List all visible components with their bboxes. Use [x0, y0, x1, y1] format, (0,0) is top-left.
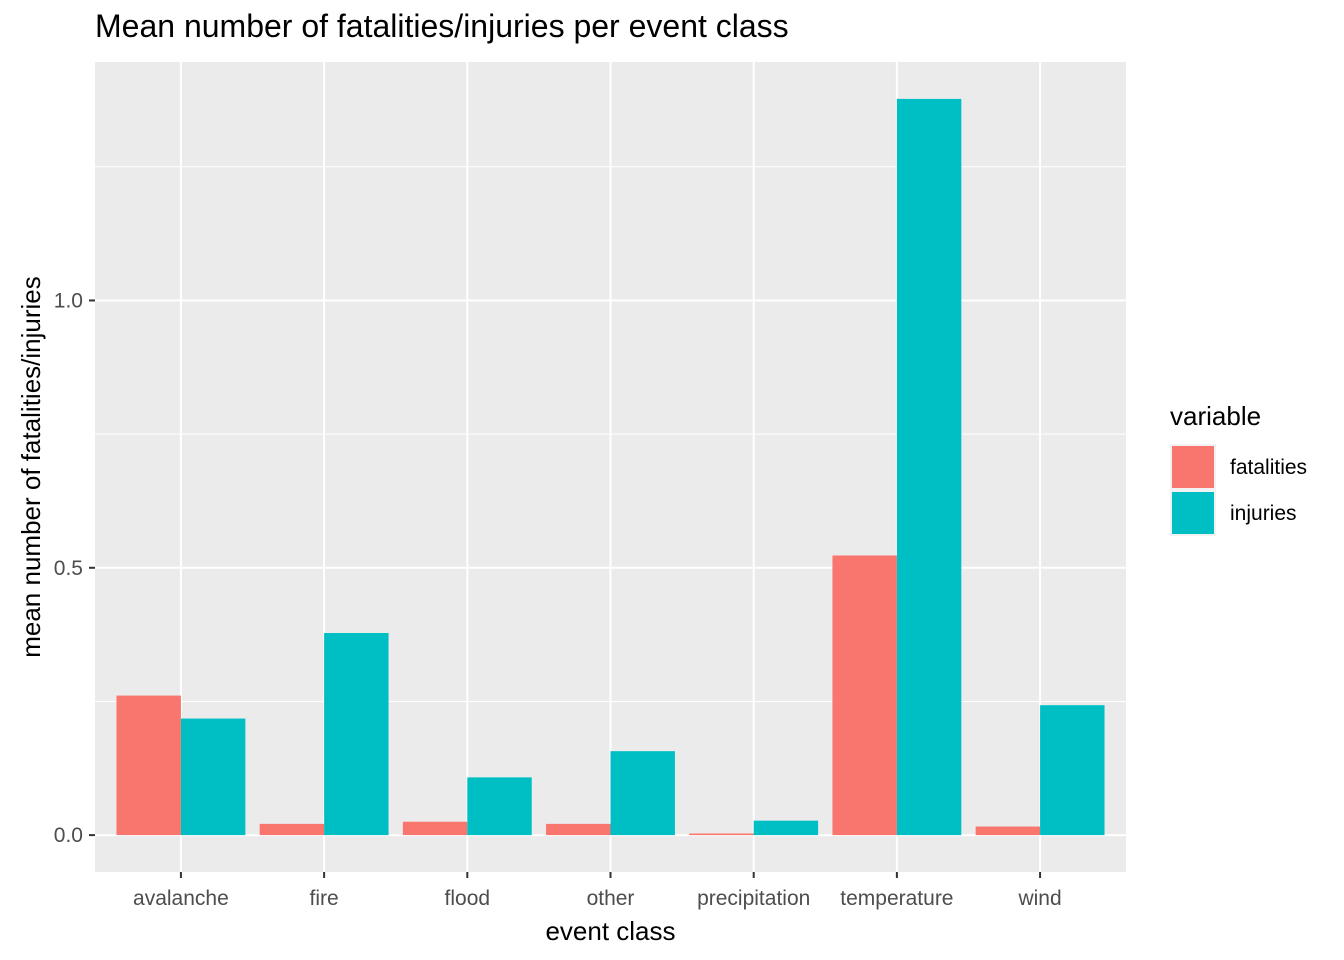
- x-tick-label: avalanche: [133, 887, 229, 910]
- legend-label-fatalities: fatalities: [1230, 456, 1307, 479]
- y-tick-label: 0.0: [54, 824, 83, 847]
- bar-injuries-fire: [324, 633, 389, 836]
- bar-injuries-temperature: [896, 98, 962, 836]
- x-tick-label: flood: [445, 887, 491, 910]
- x-tick-label: fire: [310, 887, 339, 910]
- bar-fatalities-other: [546, 823, 611, 836]
- x-tick-label: other: [587, 887, 635, 910]
- x-tick-label: wind: [1017, 887, 1061, 910]
- chart-title: Mean number of fatalities/injuries per e…: [95, 8, 789, 44]
- y-tick-label: 1.0: [54, 289, 83, 312]
- x-tick-label: temperature: [840, 887, 953, 910]
- x-axis: avalanche fire flood other precipitation temp…: [133, 872, 1062, 910]
- y-tick-label: 0.5: [54, 557, 83, 580]
- bar-injuries-precipitation: [753, 820, 819, 836]
- bar-fatalities-avalanche: [116, 695, 181, 836]
- legend-swatch-fatalities: [1172, 446, 1214, 488]
- bar-fatalities-wind: [975, 826, 1041, 836]
- bar-injuries-flood: [467, 777, 532, 836]
- bars: [116, 98, 1105, 836]
- x-axis-title: event class: [545, 916, 675, 946]
- bar-fatalities-precipitation: [689, 833, 754, 836]
- bar-fatalities-temperature: [832, 555, 897, 836]
- legend-label-injuries: injuries: [1230, 502, 1297, 525]
- bar-injuries-wind: [1040, 705, 1105, 836]
- legend-title: variable: [1170, 401, 1261, 431]
- x-tick-label: precipitation: [697, 887, 810, 910]
- legend-swatch-injuries: [1172, 492, 1214, 534]
- bar-injuries-avalanche: [180, 718, 246, 836]
- y-axis-title: mean number of fatalities/injuries: [16, 276, 46, 658]
- bar-injuries-other: [610, 751, 675, 836]
- legend: variable fatalities injuries: [1170, 401, 1307, 536]
- bar-fatalities-fire: [259, 823, 325, 836]
- y-axis: 0.0 0.5 1.0: [54, 289, 95, 847]
- bar-fatalities-flood: [402, 821, 468, 836]
